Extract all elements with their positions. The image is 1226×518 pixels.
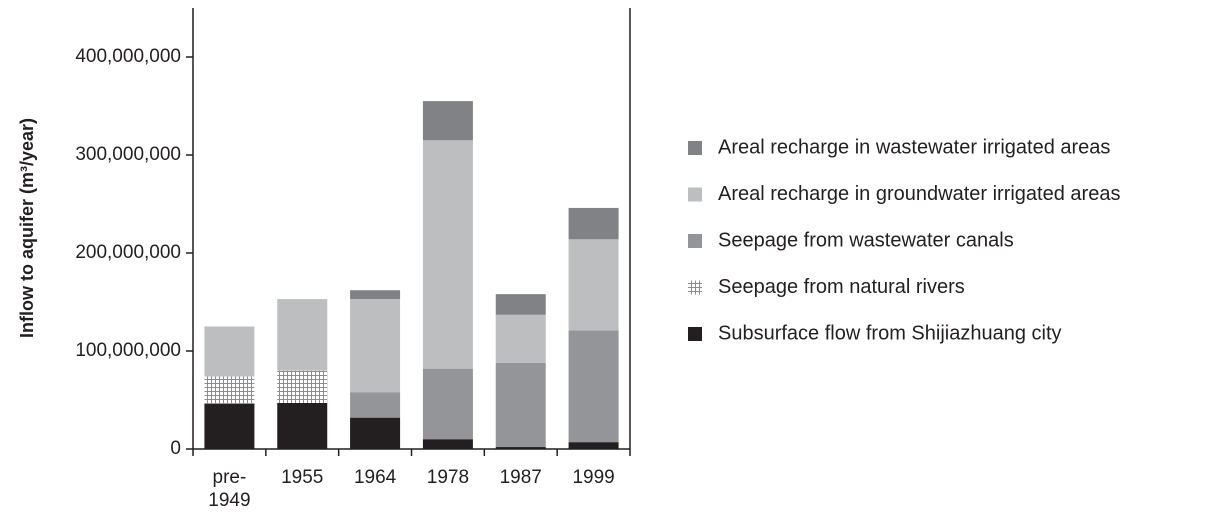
legend-swatch [688, 141, 702, 155]
y-tick-label: 100,000,000 [75, 340, 181, 361]
legend-label: Seepage from natural rivers [718, 276, 965, 298]
x-tick-label: 1955 [281, 467, 324, 488]
bar-segment [422, 368, 473, 440]
legend-label: Seepage from wastewater canals [718, 229, 1014, 251]
bar-segment [568, 207, 619, 240]
bar-segment [277, 370, 328, 403]
bar-segment [495, 294, 546, 315]
y-tick-label: 300,000,000 [75, 144, 181, 165]
bar-segment [350, 299, 401, 393]
legend-label: Areal recharge in groundwater irrigated … [718, 183, 1120, 205]
y-axis-label: Inflow to aquifer (m³/year) [17, 118, 37, 338]
legend-swatch [688, 280, 702, 295]
bar-segment [422, 140, 473, 369]
legend-swatch [688, 234, 702, 248]
x-tick-label: 1964 [353, 467, 397, 488]
bar-segment [204, 326, 255, 377]
legend-label: Areal recharge in wastewater irrigated a… [718, 136, 1110, 158]
bar-segment [495, 447, 546, 449]
bar-segment [495, 314, 546, 363]
bar-segment [495, 362, 546, 448]
bar-segment [568, 330, 619, 443]
y-tick-label: 0 [170, 438, 181, 459]
bar-segment [422, 101, 473, 141]
bar-segment [277, 299, 328, 371]
x-tick-label: pre-1949 [208, 467, 251, 511]
bar-segment [568, 442, 619, 449]
x-tick-label: 1978 [426, 467, 470, 488]
bar-segment [204, 376, 255, 404]
bar-segment [568, 239, 619, 331]
bar-segment [204, 403, 255, 449]
y-tick-label: 200,000,000 [75, 242, 181, 263]
x-tick-label: 1987 [499, 467, 542, 488]
legend-swatch [688, 327, 702, 341]
bar-segment [422, 439, 473, 449]
legend-label: Subsurface flow from Shijiazhuang city [718, 322, 1062, 344]
y-tick-label: 400,000,000 [75, 46, 181, 67]
x-tick-label: 1999 [572, 467, 615, 488]
bar-segment [277, 402, 328, 449]
bar-segment [350, 290, 401, 300]
legend-swatch [688, 187, 702, 202]
bar-segment [350, 417, 401, 449]
bar-segment [350, 392, 401, 418]
